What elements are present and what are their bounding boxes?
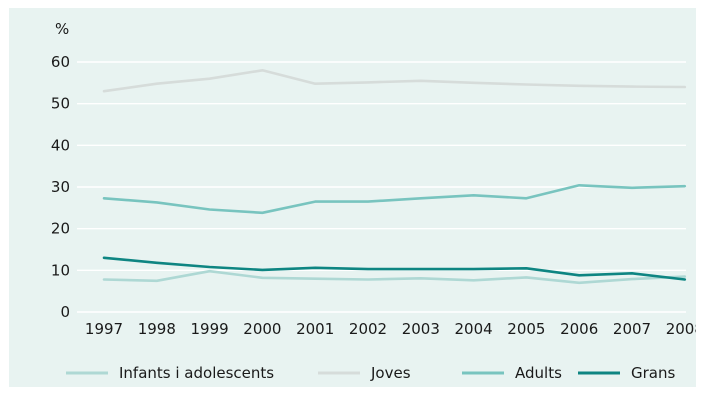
y-tick-label: 0 xyxy=(60,303,70,321)
legend-label: Infants i adolescents xyxy=(119,364,274,382)
legend-label: Joves xyxy=(370,364,411,382)
x-axis-ticks: 1997 1998 1999 2000 2001 2002 2003 2004 2005 2006… xyxy=(85,320,696,338)
y-axis-unit-label: % xyxy=(55,20,69,38)
y-tick-label: 10 xyxy=(51,261,70,279)
y-axis-ticks: 0 10 20 30 40 50 60 xyxy=(51,53,70,321)
legend-label: Grans xyxy=(631,364,675,382)
x-tick-label: 2000 xyxy=(243,320,281,338)
x-tick-label: 1997 xyxy=(85,320,123,338)
series-line-joves xyxy=(102,68,687,93)
series-line-adults xyxy=(102,184,687,215)
chart-panel: % 0 10 20 30 40 50 60 1997 1998 1999 2000 2001 2002… xyxy=(9,8,696,387)
legend-item-grans: Grans xyxy=(578,364,675,382)
gridlines xyxy=(77,61,686,313)
legend-item-joves: Joves xyxy=(318,364,411,382)
series-lines xyxy=(102,68,687,285)
x-tick-label: 1998 xyxy=(138,320,176,338)
y-tick-label: 50 xyxy=(51,95,70,113)
y-tick-label: 60 xyxy=(51,53,70,71)
y-tick-label: 30 xyxy=(51,178,70,196)
x-tick-label: 1999 xyxy=(191,320,229,338)
x-tick-label: 2003 xyxy=(402,320,440,338)
x-tick-label: 2007 xyxy=(613,320,651,338)
line-chart: % 0 10 20 30 40 50 60 1997 1998 1999 2000 2001 2002… xyxy=(51,20,696,382)
x-tick-label: 2002 xyxy=(349,320,387,338)
y-tick-label: 40 xyxy=(51,136,70,154)
x-tick-label: 2004 xyxy=(455,320,493,338)
series-line-infants-i-adolescents xyxy=(102,269,687,285)
series-line-grans xyxy=(102,256,687,281)
legend-item-adults: Adults xyxy=(462,364,562,382)
x-tick-label: 2008 xyxy=(666,320,696,338)
y-tick-label: 20 xyxy=(51,220,70,238)
x-tick-label: 2001 xyxy=(296,320,334,338)
legend: Infants i adolescents Joves Adults Grans xyxy=(66,364,675,382)
legend-label: Adults xyxy=(515,364,562,382)
x-tick-label: 2006 xyxy=(560,320,598,338)
legend-item-infants-i-adolescents: Infants i adolescents xyxy=(66,364,274,382)
x-tick-label: 2005 xyxy=(507,320,545,338)
